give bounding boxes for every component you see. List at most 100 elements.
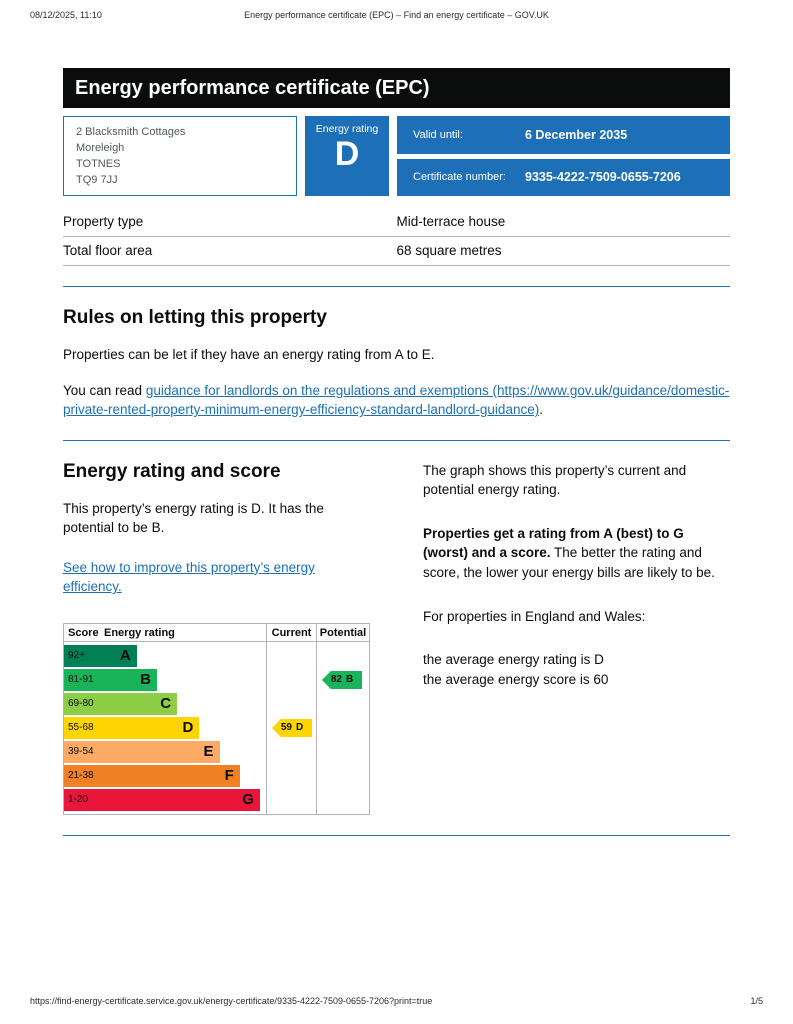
band-score-label: 92+ [68, 650, 85, 662]
landlord-guidance-link[interactable]: guidance for landlords on the regulation… [63, 382, 730, 418]
band-row-a: 92+ A [64, 644, 266, 667]
band-bar-e: 39-54 E [64, 740, 220, 763]
valid-until-box: Valid until: 6 December 2035 [397, 116, 730, 154]
current-score: 59 [280, 722, 292, 734]
potential-rating-column: 82 B [316, 641, 369, 814]
band-bar-f: 21-38 F [64, 764, 240, 787]
band-letter: D [182, 719, 194, 737]
print-footer: https://find-energy-certificate.service.… [30, 996, 763, 1006]
current-letter: D [295, 722, 304, 734]
explainer-rest-text: The better the rating and score, the low… [423, 545, 715, 580]
band-score-label: 39-54 [68, 746, 94, 758]
certificate-number-value: 9335-4222-7509-0655-7206 [525, 170, 681, 185]
guidance-prefix-text: You can read [63, 382, 146, 398]
chart-header-row: Score Energy rating Current Potential [64, 623, 369, 642]
chart-body: 92+ A 81-91 B 69-80 C 55-68 D 39-54 E 21-38 F … [64, 641, 369, 814]
graph-description-paragraph: The graph shows this property’s current … [423, 462, 687, 498]
band-bar-c: 69-80 C [64, 692, 178, 715]
current-rating-column: 59 D [266, 641, 316, 814]
rating-score-heading: Energy rating and score [63, 460, 281, 482]
potential-rating-marker: 82 B [322, 670, 362, 689]
epc-banner: Energy performance certificate (EPC) [63, 68, 730, 108]
valid-until-value: 6 December 2035 [525, 127, 628, 142]
energy-rating-label: Energy rating [315, 123, 379, 135]
address-line-4: TQ9 7JJ [76, 173, 118, 186]
rating-score-left-column: Energy rating and score This property’s … [63, 461, 370, 815]
energy-rating-value: D [334, 135, 360, 173]
chart-header-potential: Potential [316, 623, 369, 641]
property-type-label: Property type [63, 214, 144, 229]
certificate-number-box: Certificate number: 9335-4222-7509-0655-… [397, 158, 730, 196]
explainer-bold-text: Properties get a rating from A (best) to… [423, 525, 684, 561]
address-line-3: TOTNES [76, 157, 121, 170]
band-score-label: 1-20 [68, 794, 89, 806]
average-rating-line: the average energy rating is D [423, 652, 604, 668]
guidance-suffix-text: . [539, 402, 543, 418]
address-line-2: Moreleigh [76, 141, 125, 154]
current-rating-marker: 59 D [272, 718, 312, 737]
band-row-g: 1-20 G [64, 788, 266, 811]
print-header: 08/12/2025, 11:10 Energy performance cer… [30, 10, 763, 20]
valid-until-label: Valid until: [413, 128, 463, 141]
average-score-line: the average energy score is 60 [423, 671, 609, 687]
banner-title: Energy performance certificate (EPC) [75, 77, 430, 99]
section-divider [63, 834, 730, 836]
england-wales-paragraph: For properties in England and Wales: [423, 608, 646, 624]
band-bar-b: 81-91 B [64, 668, 157, 691]
footer-url: https://find-energy-certificate.service.… [30, 996, 433, 1006]
improve-efficiency-link[interactable]: See how to improve this property’s energ… [63, 559, 315, 595]
band-letter: A [119, 647, 131, 665]
validity-boxes: Valid until: 6 December 2035 Certificate… [397, 116, 730, 196]
chart-header-score: Score [68, 626, 99, 639]
band-score-label: 55-68 [68, 722, 94, 734]
letting-rules-paragraph: Properties can be let if they have an en… [63, 347, 435, 362]
floor-area-row: Total floor area 68 square metres [63, 237, 730, 266]
rating-explainer-paragraph: Properties get a rating from A (best) to… [423, 524, 730, 583]
certificate-number-label: Certificate number: [413, 171, 506, 184]
page-number: 1/5 [750, 996, 763, 1006]
address-line-1: 2 Blacksmith Cottages [76, 126, 186, 138]
band-bar-d: 55-68 D [64, 716, 200, 739]
potential-score: 82 [330, 674, 342, 686]
rating-bands: 92+ A 81-91 B 69-80 C 55-68 D 39-54 E 21-38 F … [64, 642, 266, 814]
band-score-label: 81-91 [68, 674, 94, 686]
band-letter: F [224, 767, 234, 785]
band-row-e: 39-54 E [64, 740, 266, 763]
band-score-label: 21-38 [68, 770, 94, 782]
band-row-b: 81-91 B [64, 668, 266, 691]
property-type-row: Property type Mid-terrace house [63, 208, 730, 237]
rating-score-right-column: The graph shows this property’s current … [423, 461, 730, 815]
letting-rules-heading: Rules on letting this property [63, 307, 327, 328]
chart-header-energy-rating: Energy rating [104, 626, 175, 639]
main-content: Energy performance certificate (EPC) 2 B… [63, 68, 730, 836]
floor-area-label: Total floor area [63, 243, 153, 258]
band-row-f: 21-38 F [64, 764, 266, 787]
landlord-guidance-paragraph: You can read guidance for landlords on t… [63, 381, 730, 420]
print-datetime: 08/12/2025, 11:10 [30, 10, 102, 20]
band-bar-a: 92+ A [64, 644, 137, 667]
section-divider [63, 286, 730, 287]
band-row-d: 55-68 D [64, 716, 266, 739]
band-letter: E [203, 743, 214, 761]
floor-area-value: 68 square metres [396, 243, 502, 258]
section-divider [63, 439, 730, 441]
band-letter: C [160, 695, 172, 713]
band-bar-g: 1-20 G [64, 788, 260, 811]
band-letter: B [140, 671, 151, 689]
energy-rating-box: Energy rating D [305, 116, 389, 196]
rating-score-section: Energy rating and score This property’s … [63, 461, 730, 815]
letting-rules-section: Rules on letting this property Propertie… [63, 307, 730, 420]
property-address-box: 2 Blacksmith Cottages Moreleigh TOTNES T… [63, 116, 297, 196]
chart-header-current: Current [266, 623, 316, 641]
band-row-c: 69-80 C [64, 692, 266, 715]
average-rating-paragraph: the average energy rating is D the avera… [423, 650, 730, 689]
certificate-summary: 2 Blacksmith Cottages Moreleigh TOTNES T… [63, 116, 730, 196]
epc-rating-chart: Score Energy rating Current Potential 92… [63, 622, 370, 815]
property-type-value: Mid-terrace house [396, 214, 506, 229]
band-letter: G [242, 791, 254, 809]
property-details-table: Property type Mid-terrace house Total fl… [63, 208, 730, 266]
print-page-title: Energy performance certificate (EPC) – F… [244, 10, 549, 20]
potential-letter: B [345, 674, 354, 686]
rating-summary-paragraph: This property’s energy rating is D. It h… [63, 500, 324, 536]
